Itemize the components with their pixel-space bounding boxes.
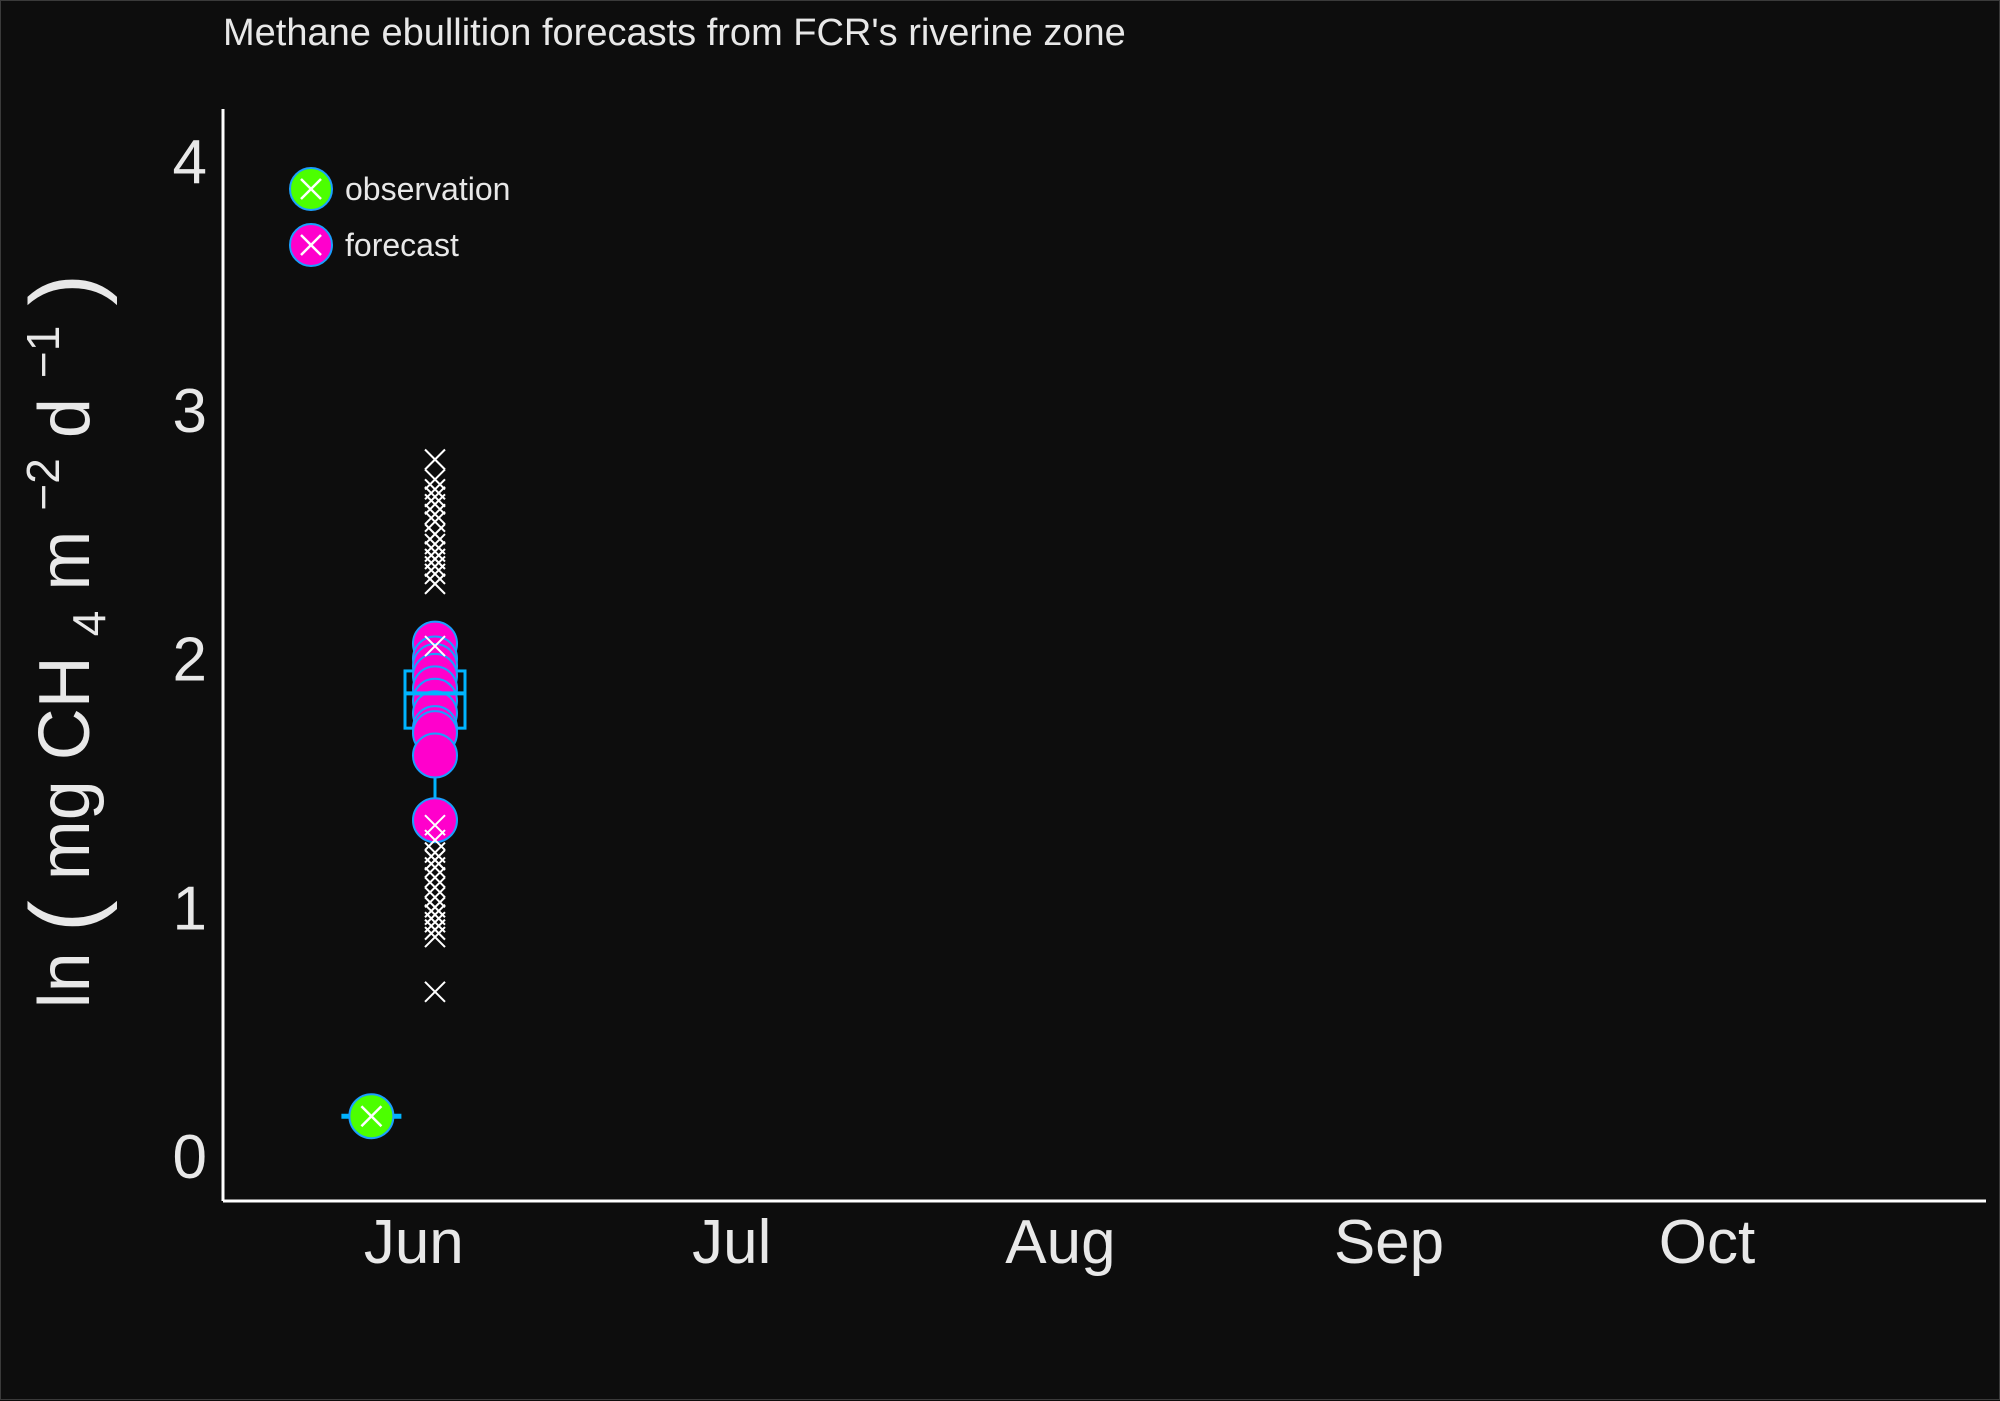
cross-stroke <box>424 503 446 525</box>
ensemble-member-marker <box>424 540 446 563</box>
x-tick-label: Jul <box>692 1208 771 1277</box>
svg-text:ln ( mg CH: ln ( mg CH 4 m −2 d −1 ) <box>1 274 121 1009</box>
legend-marker-cross <box>300 178 322 200</box>
axes <box>221 109 1986 1203</box>
legend-marker-cross <box>300 234 322 256</box>
ensemble-member-marker <box>424 911 446 933</box>
cross-stroke <box>360 1105 383 1128</box>
ensemble-member-marker <box>424 548 446 570</box>
cross-stroke <box>424 814 446 836</box>
ensemble-member-marker <box>424 533 446 555</box>
ylabel-close-paren: ) <box>11 274 118 306</box>
cross-stroke <box>300 178 322 200</box>
cross-stroke <box>424 904 446 926</box>
ensemble-member-marker <box>424 814 446 836</box>
ylabel-unit-d: d <box>25 398 105 438</box>
cross-stroke <box>424 876 446 899</box>
ensemble-member-marker <box>424 866 446 889</box>
cross-stroke <box>424 523 446 545</box>
cross-stroke <box>300 234 322 256</box>
forecast-point <box>412 732 458 779</box>
ylabel-m-exponent: −2 <box>17 458 69 510</box>
ylabel-d-exponent: −1 <box>17 326 69 378</box>
cross-stroke <box>424 856 446 879</box>
cross-stroke <box>424 635 446 657</box>
cross-stroke <box>424 493 446 515</box>
x-ticks: Jun Jul Aug Sep Oct <box>364 1208 1755 1277</box>
y-axis-label: ln ( mg CH 4 m −2 d −1 ) <box>1 274 121 1009</box>
cross-stroke <box>424 563 446 585</box>
x-tick-label: Aug <box>1005 1208 1115 1277</box>
ylabel-prefix: ln <box>25 952 105 1008</box>
ylabel-unit-m: m <box>25 531 105 591</box>
chart-title: Methane ebullition forecasts from FCR's … <box>223 12 1126 54</box>
cross-stroke <box>424 841 446 864</box>
cross-stroke <box>424 886 446 909</box>
cross-stroke <box>424 866 446 889</box>
x-tick-label: Jun <box>364 1208 464 1277</box>
cross-stroke <box>424 573 446 595</box>
ylabel-base: mg CH <box>25 656 105 880</box>
ensemble-member-marker <box>424 856 446 879</box>
ylabel-open-paren: ( <box>11 900 118 932</box>
ensemble-member-marker <box>424 448 446 471</box>
ensemble-member-marker <box>424 573 446 595</box>
forecast-point <box>412 797 458 844</box>
ensemble-member-marker <box>424 981 446 1003</box>
cross-stroke <box>424 468 446 491</box>
cross-stroke <box>424 555 446 578</box>
y-tick-label: 0 <box>173 1123 207 1192</box>
legend-label: forecast <box>345 227 459 263</box>
ensemble-member-marker <box>424 926 446 948</box>
ensemble-member-marker <box>424 563 446 585</box>
cross-stroke <box>424 981 446 1003</box>
observation-cross <box>360 1105 383 1128</box>
cross-stroke <box>424 478 446 501</box>
ensemble-member-marker <box>424 486 446 508</box>
ensemble-member-marker <box>424 896 446 918</box>
y-tick-label: 4 <box>173 128 207 197</box>
cross-stroke <box>424 926 446 948</box>
cross-stroke <box>424 896 446 918</box>
ensemble-member-marker <box>424 468 446 491</box>
ensemble-member-marker <box>424 635 446 657</box>
x-tick-label: Oct <box>1659 1208 1755 1277</box>
plot-area <box>341 448 467 1140</box>
ensemble-member-marker <box>424 876 446 899</box>
cross-stroke <box>424 911 446 933</box>
cross-stroke <box>424 540 446 563</box>
cross-stroke <box>424 448 446 471</box>
cross-stroke <box>424 533 446 555</box>
cross-stroke <box>424 918 446 941</box>
ensemble-member-marker <box>424 849 446 871</box>
ensemble-member-marker <box>424 918 446 941</box>
cross-stroke <box>424 548 446 570</box>
ensemble-member-marker <box>424 904 446 926</box>
ensemble-member-marker <box>424 503 446 525</box>
cross-stroke <box>424 486 446 508</box>
y-tick-label: 2 <box>173 626 207 695</box>
ensemble-member-marker <box>424 886 446 909</box>
x-tick-label: Sep <box>1334 1208 1444 1277</box>
legend-label: observation <box>345 171 510 207</box>
ensemble-member-marker <box>424 493 446 515</box>
ensemble-member-marker <box>424 555 446 578</box>
ensemble-member-marker <box>424 523 446 545</box>
ylabel-ch4-subscript: 4 <box>63 611 115 637</box>
y-tick-label: 1 <box>173 874 207 943</box>
y-ticks: 0 1 2 3 4 <box>173 128 207 1192</box>
cross-stroke <box>424 849 446 871</box>
y-tick-label: 3 <box>173 377 207 446</box>
ensemble-member-marker <box>424 478 446 501</box>
ensemble-member-marker <box>424 841 446 864</box>
legend: observation forecast <box>289 167 510 267</box>
